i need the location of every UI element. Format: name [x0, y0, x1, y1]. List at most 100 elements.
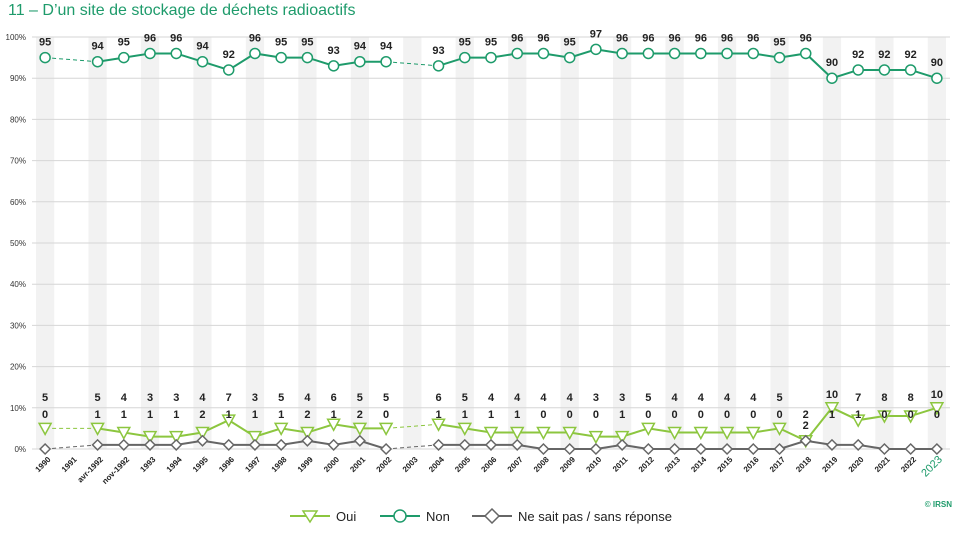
- gap-connector: [386, 61, 439, 67]
- data-label: 3: [252, 392, 258, 404]
- data-label: 5: [357, 392, 363, 404]
- data-point: [483, 426, 499, 441]
- x-tick-label: 1995: [191, 455, 210, 474]
- gap-connector: [45, 444, 98, 450]
- data-label: 96: [668, 32, 680, 44]
- x-tick-label: 2017: [768, 455, 787, 474]
- x-tick-label: 2023: [919, 454, 945, 480]
- data-point: [432, 60, 445, 72]
- x-tick-label: 2009: [558, 455, 577, 474]
- data-point: [196, 55, 209, 68]
- data-point: [247, 430, 263, 445]
- x-tick-label: 1994: [165, 455, 184, 474]
- data-label: 1: [829, 409, 835, 421]
- data-label: 3: [147, 392, 153, 404]
- data-point: [459, 51, 471, 64]
- data-point: [536, 426, 551, 441]
- x-tick-label: 1993: [138, 455, 157, 474]
- circle-icon: [380, 509, 420, 523]
- y-tick-label: 60%: [10, 198, 26, 207]
- data-point: [878, 442, 891, 456]
- data-point: [484, 438, 498, 451]
- data-label: 1: [488, 409, 494, 421]
- series-lines: [45, 48, 938, 450]
- data-label: 0: [881, 409, 887, 421]
- y-tick-label: 80%: [10, 115, 26, 124]
- y-tick-label: 90%: [10, 74, 26, 83]
- series-line: [97, 419, 387, 438]
- data-label: 96: [511, 32, 523, 44]
- data-point: [904, 442, 917, 456]
- data-point: [142, 430, 158, 445]
- data-label: 5: [95, 392, 101, 404]
- data-label: 1: [619, 409, 625, 421]
- data-label: 2: [304, 409, 310, 421]
- data-point: [275, 51, 287, 64]
- data-label: 1: [147, 409, 153, 421]
- data-label: 5: [42, 392, 48, 404]
- data-point: [222, 438, 235, 451]
- data-label: 8: [908, 392, 914, 404]
- data-label: 0: [567, 409, 573, 421]
- data-label: 92: [905, 49, 917, 61]
- data-point: [511, 438, 524, 451]
- data-label: 90: [931, 57, 943, 69]
- data-point: [90, 422, 105, 436]
- y-tick-label: 20%: [10, 363, 26, 372]
- data-label: 6: [435, 392, 441, 404]
- data-label: 10: [826, 389, 838, 401]
- x-tick-label: 2021: [873, 455, 892, 474]
- data-label: 7: [226, 392, 232, 404]
- data-point: [537, 47, 550, 60]
- data-label: 0: [724, 409, 730, 421]
- data-label: 4: [672, 392, 679, 404]
- data-label: 1: [462, 409, 468, 421]
- data-label: 95: [459, 37, 471, 49]
- data-label: 4: [540, 392, 547, 404]
- data-label: 92: [223, 49, 235, 61]
- x-tick-label: 2008: [532, 455, 551, 474]
- data-label: 95: [118, 37, 130, 49]
- data-label: 5: [278, 392, 284, 404]
- data-label: 92: [852, 49, 864, 61]
- x-tick-label: 1990: [34, 455, 53, 474]
- legend-label-oui: Oui: [336, 508, 357, 524]
- data-label: 94: [196, 41, 209, 53]
- x-tick-label: 2007: [506, 455, 525, 474]
- data-point: [511, 47, 523, 60]
- data-label: 1: [173, 409, 179, 421]
- data-label: 96: [695, 32, 707, 44]
- x-tick-label: 1999: [296, 455, 315, 474]
- data-label: 4: [514, 392, 521, 404]
- data-point: [222, 64, 235, 76]
- data-point: [380, 442, 393, 456]
- data-label: 0: [908, 409, 914, 421]
- legend-item-non: Non: [380, 506, 450, 526]
- series-line: [97, 52, 387, 72]
- data-label: 5: [645, 392, 651, 404]
- y-tick-label: 0%: [14, 445, 26, 454]
- data-point: [641, 422, 656, 436]
- data-point: [930, 442, 943, 456]
- data-label: 90: [826, 57, 838, 69]
- data-label: 10: [931, 389, 943, 401]
- data-point: [537, 442, 550, 456]
- data-label: 95: [773, 37, 785, 49]
- y-tick-label: 40%: [10, 280, 26, 289]
- data-label: 4: [488, 392, 495, 404]
- data-label: 0: [540, 409, 546, 421]
- data-label: 6: [331, 392, 337, 404]
- data-label: 4: [750, 392, 757, 404]
- y-tick-label: 50%: [10, 239, 26, 248]
- data-point: [642, 442, 655, 456]
- data-label: 96: [249, 32, 261, 44]
- data-label: 97: [590, 28, 602, 40]
- data-point: [91, 438, 104, 451]
- x-tick-label: 1997: [243, 455, 262, 474]
- data-point: [850, 414, 866, 428]
- data-label: 1: [95, 409, 101, 421]
- data-label: 0: [934, 409, 940, 421]
- data-point: [877, 410, 892, 424]
- x-tick-label: 2003: [401, 455, 420, 474]
- data-label: 1: [435, 409, 441, 421]
